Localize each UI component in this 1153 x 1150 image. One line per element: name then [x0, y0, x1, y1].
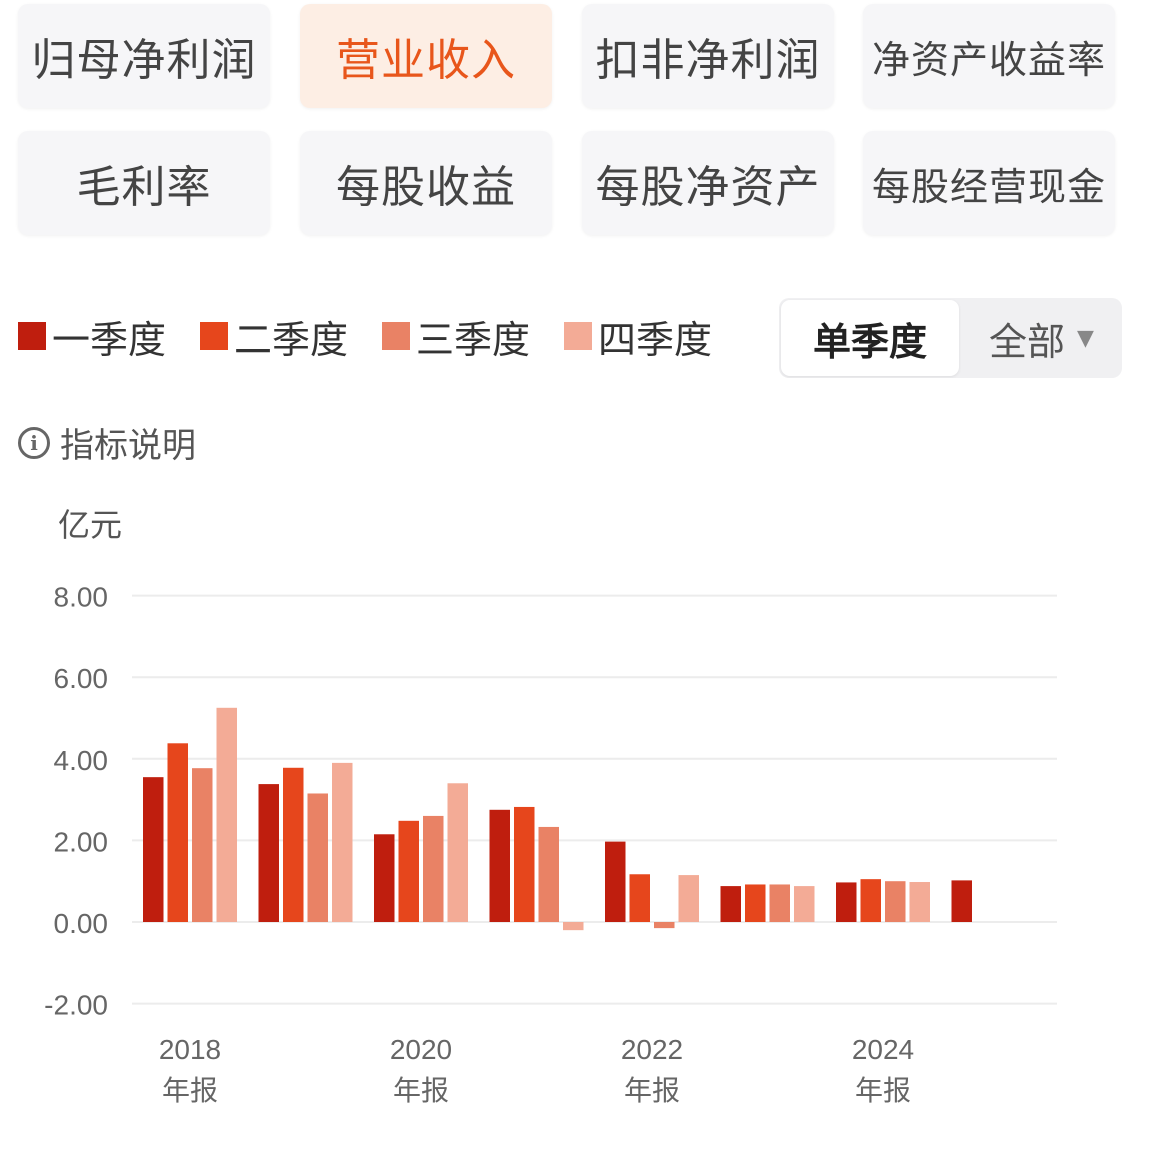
bar-一季度 — [836, 882, 857, 922]
legend-label-q1: 一季度 — [52, 317, 167, 362]
y-axis-unit-label: 亿元 — [58, 506, 123, 544]
bar-一季度 — [258, 784, 279, 922]
bar-三季度 — [307, 793, 328, 922]
legend-label-q3: 三季度 — [416, 317, 531, 362]
legend-swatch-q2 — [200, 322, 229, 350]
x-tick-label-year: 2024 — [852, 1034, 914, 1065]
indicator-explanation-label: 指标说明 — [60, 426, 196, 466]
tab-net-profit[interactable]: 归母净利润 — [18, 4, 270, 108]
y-tick-label: 8.00 — [54, 582, 109, 613]
bar-四季度 — [447, 783, 468, 922]
tab-eps[interactable]: 每股收益 — [300, 131, 552, 235]
bar-三季度 — [423, 815, 444, 922]
y-tick-label: 6.00 — [54, 663, 109, 694]
bar-四季度 — [332, 762, 353, 922]
legend-swatch-q1 — [18, 322, 46, 350]
legend-label-q4: 四季度 — [598, 317, 713, 362]
chart-legend: 一季度 二季度 三季度 四季度 — [18, 310, 746, 362]
bar-三季度 — [654, 922, 675, 929]
bar-一季度 — [720, 886, 741, 922]
bar-二季度 — [398, 820, 419, 922]
all-periods-dropdown[interactable]: 全部 ▼ — [961, 298, 1122, 378]
bar-四季度 — [678, 875, 699, 922]
bar-一季度 — [374, 834, 395, 922]
y-tick-label: 2.00 — [54, 826, 109, 857]
bar-三季度 — [538, 826, 559, 922]
bar-一季度 — [489, 809, 510, 922]
bar-一季度 — [143, 777, 164, 922]
x-tick-label-suffix: 年报 — [624, 1074, 680, 1107]
x-tick-label-year: 2020 — [390, 1034, 452, 1065]
bar-四季度 — [563, 922, 584, 931]
bar-一季度 — [605, 841, 626, 922]
x-tick-label-suffix: 年报 — [162, 1074, 218, 1107]
bar-二季度 — [860, 879, 881, 922]
info-icon: i — [18, 426, 50, 459]
bar-四季度 — [794, 886, 815, 922]
bar-四季度 — [216, 707, 237, 922]
bar-三季度 — [885, 881, 906, 922]
single-quarter-button[interactable]: 单季度 — [781, 300, 959, 376]
legend-item-q3[interactable]: 三季度 — [382, 309, 530, 364]
bar-二季度 — [283, 767, 304, 922]
legend-swatch-q4 — [564, 322, 593, 350]
bar-二季度 — [629, 874, 650, 922]
x-tick-label-suffix: 年报 — [855, 1074, 911, 1107]
tab-gross-margin[interactable]: 毛利率 — [18, 131, 270, 235]
all-periods-label: 全部 — [989, 319, 1066, 364]
tab-operating-cash-per-share[interactable]: 每股经营现金 — [863, 131, 1115, 235]
bar-二季度 — [167, 743, 188, 922]
bar-一季度 — [951, 880, 972, 922]
tab-bps[interactable]: 每股净资产 — [582, 131, 834, 235]
bar-四季度 — [909, 882, 930, 922]
bar-二季度 — [514, 806, 535, 922]
tab-revenue[interactable]: 营业收入 — [300, 4, 552, 108]
legend-swatch-q3 — [382, 322, 411, 350]
revenue-bar-chart: -2.00 0.00 2.00 4.00 6.00 8.00 2018 年报 2020 年报 202… — [44, 582, 1057, 1107]
legend-item-q1[interactable]: 一季度 — [18, 309, 166, 364]
x-tick-label-suffix: 年报 — [393, 1074, 449, 1107]
y-tick-label: 4.00 — [54, 745, 109, 776]
y-tick-label: -2.00 — [44, 990, 108, 1021]
tab-roe[interactable]: 净资产收益率 — [863, 4, 1115, 108]
indicator-explanation-link[interactable]: i 指标说明 — [18, 418, 196, 467]
legend-item-q4[interactable]: 四季度 — [564, 309, 712, 364]
x-tick-label-year: 2022 — [621, 1034, 683, 1065]
period-toggle: 单季度 全部 ▼ — [779, 298, 1122, 378]
legend-item-q2[interactable]: 二季度 — [200, 309, 348, 364]
caret-down-icon: ▼ — [1077, 325, 1094, 351]
bar-三季度 — [769, 884, 790, 922]
x-tick-label-year: 2018 — [159, 1034, 221, 1065]
legend-label-q2: 二季度 — [234, 317, 349, 362]
bar-三季度 — [192, 768, 213, 922]
tab-deducted-net-profit[interactable]: 扣非净利润 — [582, 4, 834, 108]
bar-二季度 — [745, 884, 766, 922]
y-tick-label: 0.00 — [54, 908, 109, 939]
